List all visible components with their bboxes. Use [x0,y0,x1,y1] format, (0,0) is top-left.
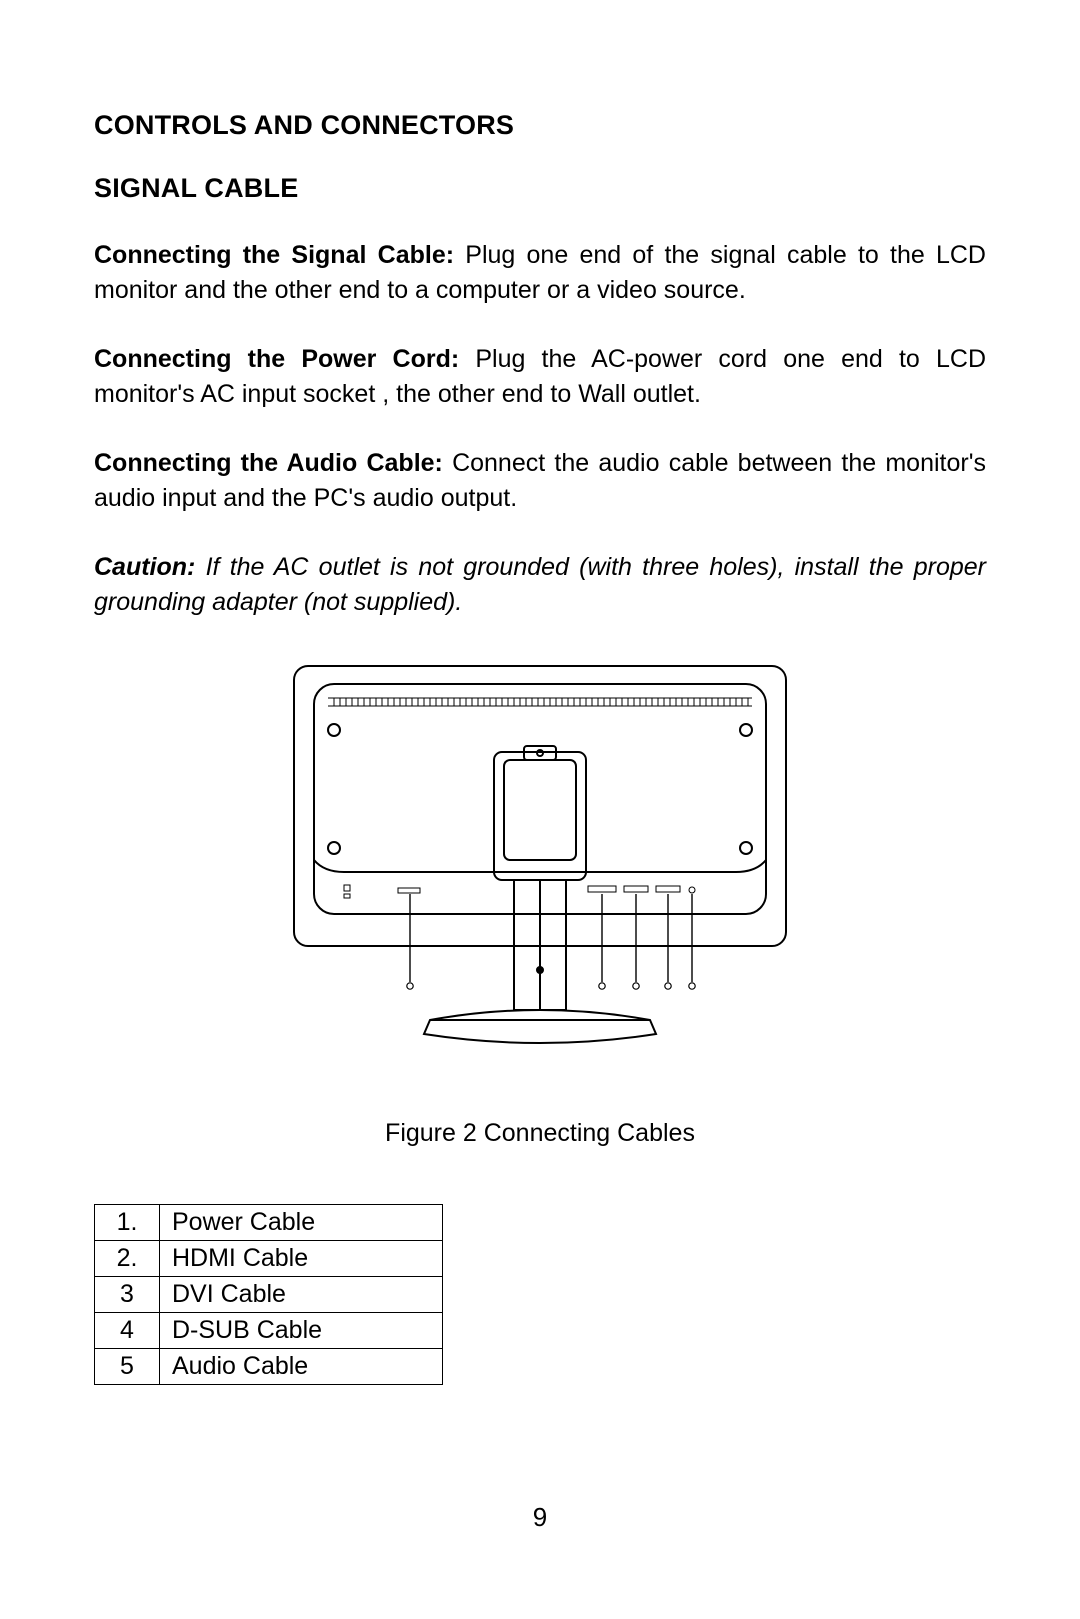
bold-label: Connecting the Signal Cable: [94,241,454,269]
table-cell-name: D-SUB Cable [160,1313,443,1349]
table-row: 5 Audio Cable [95,1349,443,1385]
table-row: 2. HDMI Cable [95,1241,443,1277]
table-cell-name: DVI Cable [160,1277,443,1313]
paragraph-caution: Caution: If the AC outlet is not grounde… [94,550,986,620]
figure-monitor-back: Figure 2 Connecting Cables [94,660,986,1148]
bold-label: Connecting the Audio Cable: [94,449,443,477]
table-row: 1. Power Cable [95,1205,443,1241]
table-cell-name: Audio Cable [160,1349,443,1385]
table-cell-num: 4 [95,1313,160,1349]
figure-caption: Figure 2 Connecting Cables [94,1119,986,1148]
paragraph-power-cord: Connecting the Power Cord: Plug the AC-p… [94,342,986,412]
table-cell-name: HDMI Cable [160,1241,443,1277]
table-cell-num: 1. [95,1205,160,1241]
table-cell-name: Power Cable [160,1205,443,1241]
bold-label: Connecting the Power Cord: [94,345,459,373]
cable-table: 1. Power Cable 2. HDMI Cable 3 DVI Cable… [94,1204,443,1385]
document-page: CONTROLS AND CONNECTORS SIGNAL CABLE Con… [0,0,1080,1619]
table-row: 3 DVI Cable [95,1277,443,1313]
paragraph-audio-cable: Connecting the Audio Cable: Connect the … [94,446,986,516]
bold-label: Caution: [94,553,195,581]
heading-controls-connectors: CONTROLS AND CONNECTORS [94,110,986,141]
paragraph-text: If the AC outlet is not grounded (with t… [94,553,986,616]
table-row: 4 D-SUB Cable [95,1313,443,1349]
page-number: 9 [0,1502,1080,1533]
paragraph-signal-cable: Connecting the Signal Cable: Plug one en… [94,238,986,308]
heading-signal-cable: SIGNAL CABLE [94,173,986,204]
monitor-back-diagram-icon [288,660,792,1070]
table-cell-num: 5 [95,1349,160,1385]
table-cell-num: 2. [95,1241,160,1277]
table-cell-num: 3 [95,1277,160,1313]
